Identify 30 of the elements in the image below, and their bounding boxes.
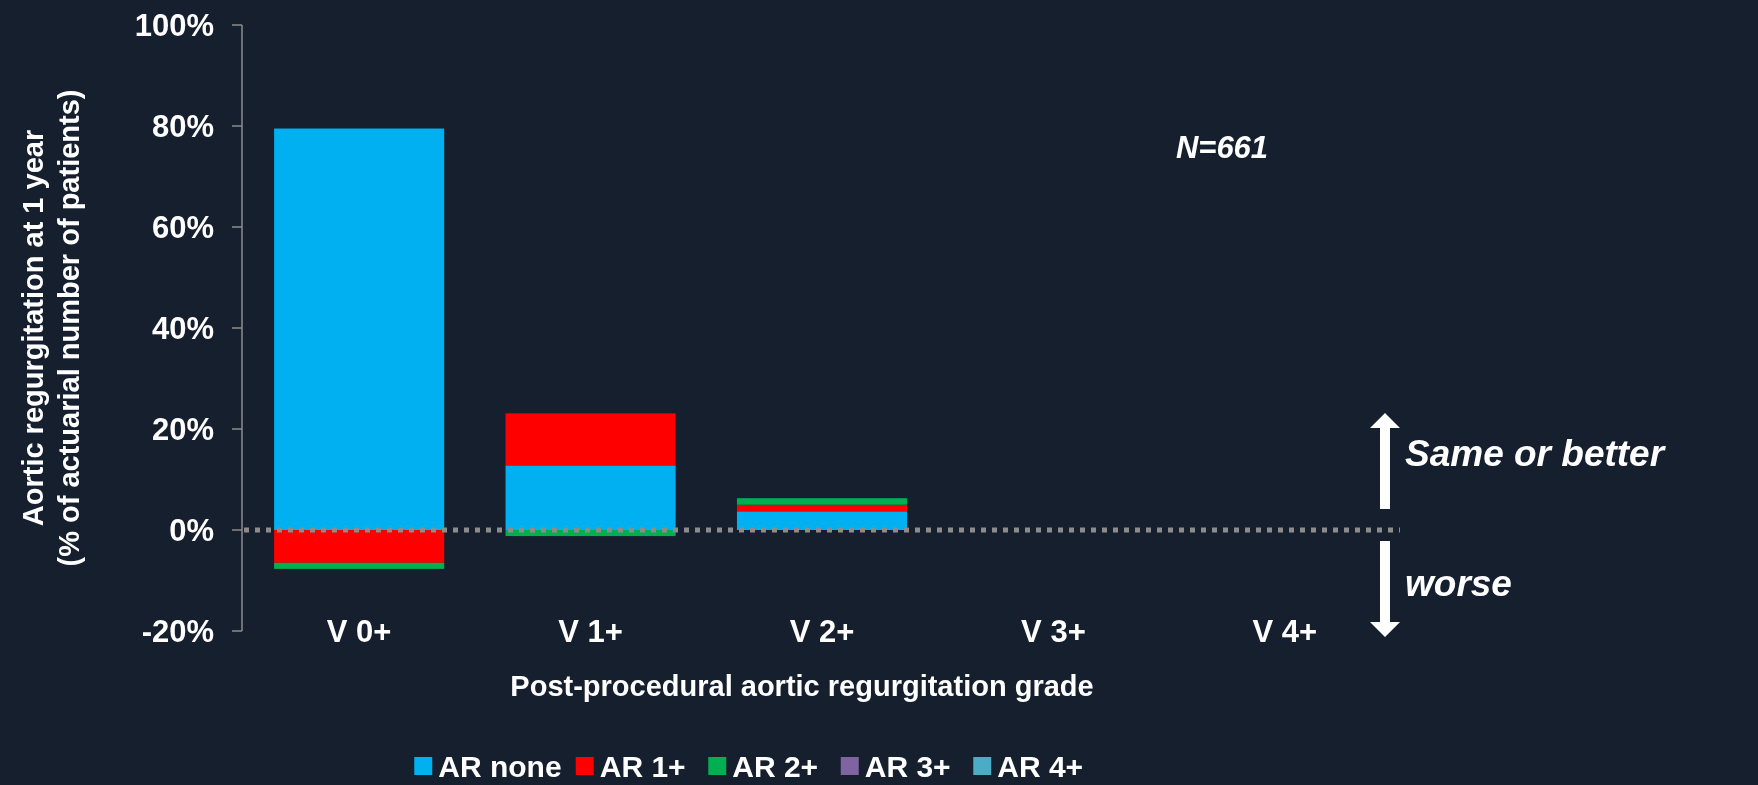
- legend-label: AR 2+: [732, 749, 819, 783]
- bar: [736, 511, 908, 530]
- y-axis-title: Aortic regurgitation at 1 year (% of actuarial number of patients): [17, 89, 85, 567]
- bar: [274, 128, 445, 530]
- bar: [736, 498, 908, 505]
- x-axis-title: Post-procedural aortic regurgitation grade: [510, 670, 1094, 703]
- text: worse: [1405, 562, 1512, 604]
- annotation: N=661: [1175, 129, 1269, 165]
- x-tick-label: V 3+: [1021, 613, 1086, 649]
- bar: [274, 530, 445, 563]
- bar: [505, 465, 676, 530]
- y-tick-label: 60%: [151, 209, 214, 245]
- bar: [505, 413, 676, 466]
- bar: [274, 562, 445, 569]
- legend-label: AR 1+: [599, 749, 686, 783]
- legend-label: AR none: [438, 749, 562, 783]
- legend-label: AR 4+: [997, 749, 1084, 783]
- y-tick-label: -20%: [141, 613, 214, 649]
- y-tick-label: 40%: [151, 310, 214, 346]
- y-tick-label: 0%: [169, 512, 214, 548]
- text: Same or better: [1405, 432, 1667, 474]
- x-tick-label: V 2+: [789, 613, 855, 649]
- bar: [736, 504, 908, 512]
- x-tick-label: V 4+: [1252, 613, 1318, 649]
- y-tick-label: 100%: [134, 7, 214, 43]
- legend-label: AR 3+: [864, 749, 951, 783]
- x-tick-label: V 1+: [558, 613, 623, 649]
- x-tick-label: V 0+: [326, 613, 392, 649]
- y-tick-label: 20%: [151, 411, 214, 447]
- y-tick-label: 80%: [151, 108, 214, 144]
